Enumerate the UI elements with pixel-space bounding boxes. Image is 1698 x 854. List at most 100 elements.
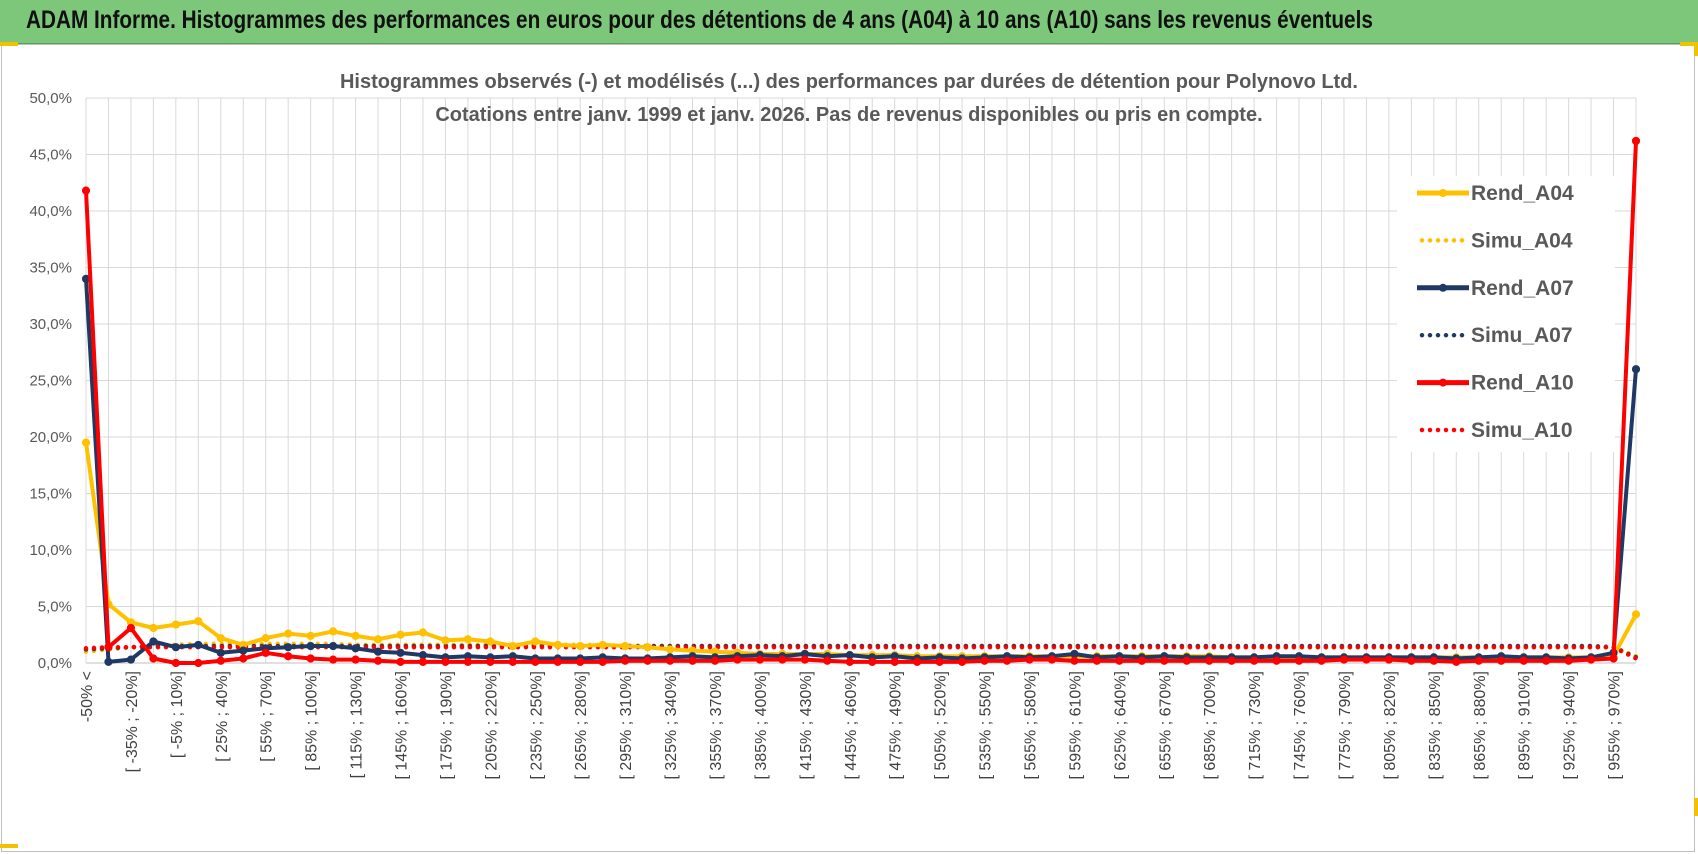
frame-corner-marker: [1694, 42, 1698, 56]
data-point-Rend_A10: [1092, 656, 1101, 665]
data-point-Rend_A10: [418, 657, 428, 666]
data-point-Rend_A04: [621, 641, 630, 651]
x-tick-label: [ 835% ; 850%]: [1427, 671, 1444, 780]
data-point-Rend_A07: [239, 646, 248, 655]
data-point-Rend_A04: [396, 630, 405, 639]
data-point-Rend_A10: [980, 656, 989, 665]
x-tick-label: [ 175% ; 190%]: [438, 671, 455, 780]
x-tick-label: [ 685% ; 700%]: [1202, 671, 1219, 780]
series-line-Rend_A07: [84, 278, 1638, 664]
data-point-Rend_A04: [261, 634, 270, 643]
data-point-Rend_A10: [81, 186, 91, 195]
legend-swatch-marker: [1439, 378, 1447, 387]
data-point-Rend_A10: [104, 643, 113, 652]
data-point-Rend_A10: [1115, 656, 1124, 665]
x-tick-label: [ -35% ; -20%]: [124, 671, 141, 772]
data-point-Rend_A04: [284, 629, 293, 638]
y-tick-label: 5,0%: [38, 599, 72, 616]
legend-label: Rend_A07: [1471, 277, 1574, 300]
data-point-Rend_A10: [1474, 656, 1483, 665]
x-tick-label: [ 955% ; 970%]: [1607, 671, 1624, 780]
chart-title-line-2: Cotations entre janv. 1999 et janv. 2026…: [435, 104, 1262, 126]
chart-legend: Rend_A04 Simu_A04 Rend_A07 Simu_A07 Rend_A10…: [1417, 182, 1574, 442]
legend-item-Rend_A07: Rend_A07: [1417, 277, 1574, 300]
data-point-Rend_A10: [239, 654, 248, 663]
y-tick-label: 20,0%: [29, 429, 72, 446]
data-point-Rend_A10: [1362, 655, 1371, 664]
data-point-Rend_A04: [329, 627, 338, 636]
report-header-banner: ADAM Informe. Histogrammes des performan…: [0, 0, 1698, 44]
data-point-Rend_A10: [1631, 136, 1641, 146]
data-point-Rend_A10: [171, 658, 180, 668]
data-point-Rend_A07: [171, 643, 180, 652]
data-point-Rend_A10: [665, 656, 675, 665]
data-point-Rend_A10: [890, 657, 899, 666]
data-point-Rend_A07: [845, 650, 854, 660]
data-point-Rend_A10: [553, 657, 562, 666]
data-point-Rend_A04: [486, 637, 495, 646]
data-point-Rend_A10: [351, 655, 360, 664]
x-tick-label: [ 85% ; 100%]: [304, 671, 321, 771]
x-tick-label: [ 415% ; 430%]: [798, 671, 815, 780]
frame-corner-marker: [1694, 798, 1698, 816]
x-tick-label: [ 895% ; 910%]: [1517, 671, 1534, 780]
data-point-Rend_A04: [351, 631, 360, 640]
data-point-Rend_A04: [531, 637, 540, 646]
legend-label: Rend_A04: [1471, 182, 1574, 205]
data-point-Rend_A10: [1542, 656, 1551, 665]
x-tick-label: [ 475% ; 490%]: [888, 671, 905, 780]
data-point-Rend_A07: [284, 643, 293, 652]
data-point-Rend_A10: [576, 657, 585, 666]
data-point-Rend_A10: [306, 654, 315, 663]
x-tick-label: [ 805% ; 820%]: [1382, 671, 1399, 780]
data-point-Rend_A04: [373, 635, 383, 644]
data-point-Rend_A10: [935, 657, 944, 666]
frame-corner-marker: [1680, 42, 1698, 46]
legend-label: Rend_A10: [1471, 372, 1574, 395]
data-point-Rend_A07: [396, 648, 405, 657]
y-tick-label: 15,0%: [29, 486, 72, 503]
series-line-Simu_A10: [83, 644, 1639, 661]
data-point-Rend_A10: [1272, 656, 1281, 665]
legend-item-Simu_A04: Simu_A04: [1419, 229, 1573, 252]
data-point-Rend_A04: [81, 438, 91, 447]
x-tick-label: [ 355% ; 370%]: [708, 671, 725, 780]
legend-item-Simu_A07: Simu_A07: [1419, 324, 1573, 347]
data-point-Rend_A10: [1429, 656, 1438, 665]
x-tick-label: [ 775% ; 790%]: [1337, 671, 1354, 780]
data-point-Rend_A04: [171, 620, 180, 629]
series-Rend_A10: [81, 136, 1641, 668]
data-point-Rend_A10: [441, 657, 450, 666]
x-tick-label: [ 25% ; 40%]: [214, 671, 231, 762]
data-point-Rend_A10: [1564, 656, 1573, 665]
data-point-Rend_A10: [508, 657, 517, 666]
data-point-Rend_A10: [598, 657, 607, 666]
data-point-Rend_A10: [1407, 656, 1416, 665]
data-point-Rend_A10: [373, 656, 383, 665]
x-tick-label: -50% <: [79, 671, 96, 722]
data-point-Rend_A04: [441, 636, 450, 645]
data-point-Rend_A04: [194, 617, 203, 626]
x-tick-label: [ 505% ; 520%]: [933, 671, 950, 780]
data-point-Rend_A04: [216, 634, 225, 643]
x-tick-label: [ -5% ; 10%]: [169, 671, 186, 758]
data-point-Rend_A10: [1182, 656, 1191, 665]
legend-background: [1397, 176, 1615, 452]
data-point-Rend_A10: [1160, 656, 1169, 665]
x-tick-label: [ 295% ; 310%]: [618, 671, 635, 780]
data-point-Rend_A10: [1519, 656, 1528, 665]
legend-item-Simu_A10: Simu_A10: [1419, 419, 1573, 442]
data-point-Rend_A04: [463, 635, 472, 644]
x-tick-label: [ 565% ; 580%]: [1022, 671, 1039, 780]
data-point-Rend_A07: [1631, 365, 1641, 374]
x-tick-label: [ 325% ; 340%]: [663, 671, 680, 780]
data-point-Rend_A10: [733, 655, 742, 664]
data-point-Rend_A10: [778, 655, 787, 664]
y-tick-label: 45,0%: [29, 147, 72, 164]
data-point-Rend_A10: [396, 657, 405, 666]
x-tick-label: [ 385% ; 400%]: [753, 671, 770, 780]
data-point-Rend_A10: [1070, 656, 1079, 665]
data-point-Rend_A07: [1070, 649, 1079, 659]
data-point-Rend_A10: [1452, 657, 1461, 666]
data-point-Rend_A10: [800, 655, 809, 664]
